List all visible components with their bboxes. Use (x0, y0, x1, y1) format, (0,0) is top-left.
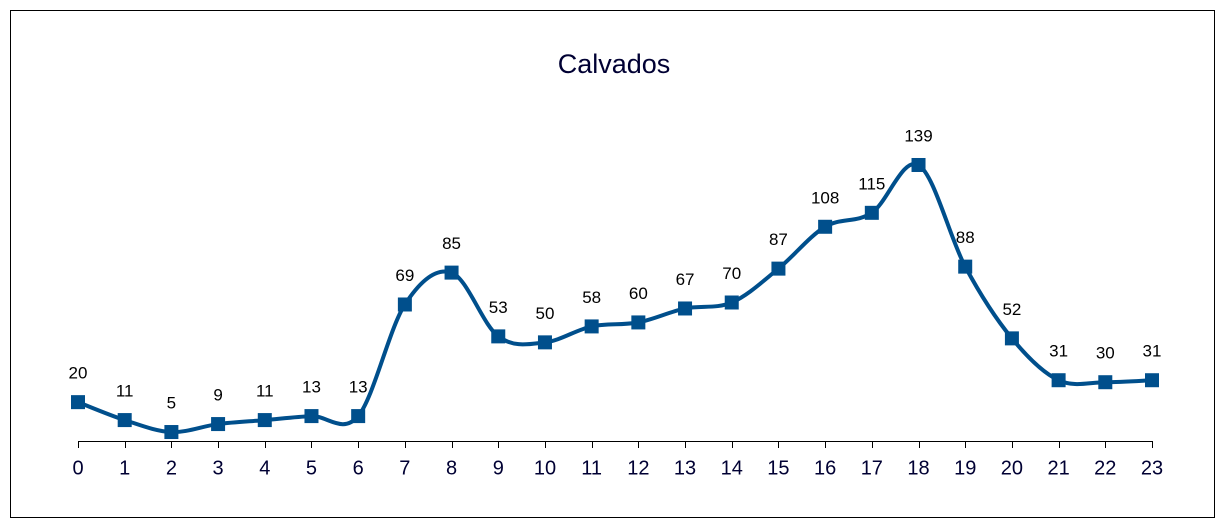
x-tick-label: 11 (581, 457, 602, 479)
marker (864, 205, 879, 220)
x-tick-label: 2 (166, 457, 177, 479)
x-tick-label: 3 (213, 457, 224, 479)
marker (1145, 373, 1159, 388)
marker (631, 315, 646, 330)
marker (584, 319, 599, 334)
data-label: 31 (1143, 342, 1162, 361)
x-tick-label: 13 (674, 457, 696, 479)
chart-title: Calvados (558, 49, 671, 79)
data-label: 139 (904, 126, 932, 145)
data-label: 52 (1002, 300, 1021, 319)
data-label: 9 (213, 386, 222, 405)
x-tick-label: 19 (954, 457, 976, 479)
marker (771, 261, 786, 276)
data-label: 11 (116, 382, 134, 401)
x-tick-label: 18 (907, 457, 929, 479)
marker (724, 295, 739, 310)
data-label: 70 (722, 264, 741, 283)
marker (304, 409, 319, 424)
x-tick-label: 10 (534, 457, 556, 479)
marker (911, 157, 926, 172)
x-tick-label: 17 (861, 457, 883, 479)
data-label: 13 (302, 378, 321, 397)
x-tick-label: 6 (353, 457, 364, 479)
data-label: 67 (676, 270, 695, 289)
marker (491, 329, 506, 344)
marker (537, 335, 552, 350)
data-label: 20 (69, 364, 88, 383)
data-label: 53 (489, 298, 508, 317)
data-label: 13 (349, 378, 368, 397)
data-label: 69 (395, 266, 414, 285)
marker (444, 265, 459, 280)
data-label: 87 (769, 230, 788, 249)
marker (678, 301, 693, 316)
x-tick-label: 8 (446, 457, 457, 479)
x-tick-label: 14 (721, 457, 743, 479)
x-tick-label: 21 (1047, 457, 1069, 479)
marker (71, 395, 85, 410)
data-label: 115 (858, 174, 885, 193)
marker (1004, 331, 1019, 346)
marker (818, 219, 833, 234)
x-tick-label: 9 (493, 457, 504, 479)
x-tick-label: 0 (72, 457, 83, 479)
x-tick-label: 5 (306, 457, 317, 479)
data-label: 31 (1049, 342, 1068, 361)
chart-frame (10, 10, 1215, 518)
data-label: 11 (256, 382, 274, 401)
data-label: 60 (629, 284, 648, 303)
data-label: 85 (442, 234, 461, 253)
data-label: 58 (582, 288, 601, 307)
marker (164, 425, 179, 440)
data-label: 50 (535, 304, 554, 323)
x-tick-label: 22 (1094, 457, 1116, 479)
x-tick-label: 20 (1001, 457, 1023, 479)
marker (1051, 373, 1066, 388)
data-label: 5 (167, 394, 176, 413)
x-tick-label: 12 (627, 457, 649, 479)
x-tick-label: 23 (1141, 457, 1163, 479)
data-label: 30 (1096, 344, 1115, 363)
marker (351, 409, 366, 424)
marker (1098, 375, 1113, 390)
marker (117, 413, 132, 428)
x-tick-label: 7 (399, 457, 410, 479)
x-tick-label: 4 (259, 457, 270, 479)
x-tick-label: 16 (814, 457, 836, 479)
marker (211, 417, 226, 432)
marker (397, 297, 412, 312)
marker (257, 413, 272, 428)
x-tick-label: 15 (767, 457, 789, 479)
marker (958, 259, 973, 274)
data-label: 88 (956, 228, 975, 247)
data-label: 108 (811, 188, 839, 207)
x-tick-label: 1 (119, 457, 130, 479)
